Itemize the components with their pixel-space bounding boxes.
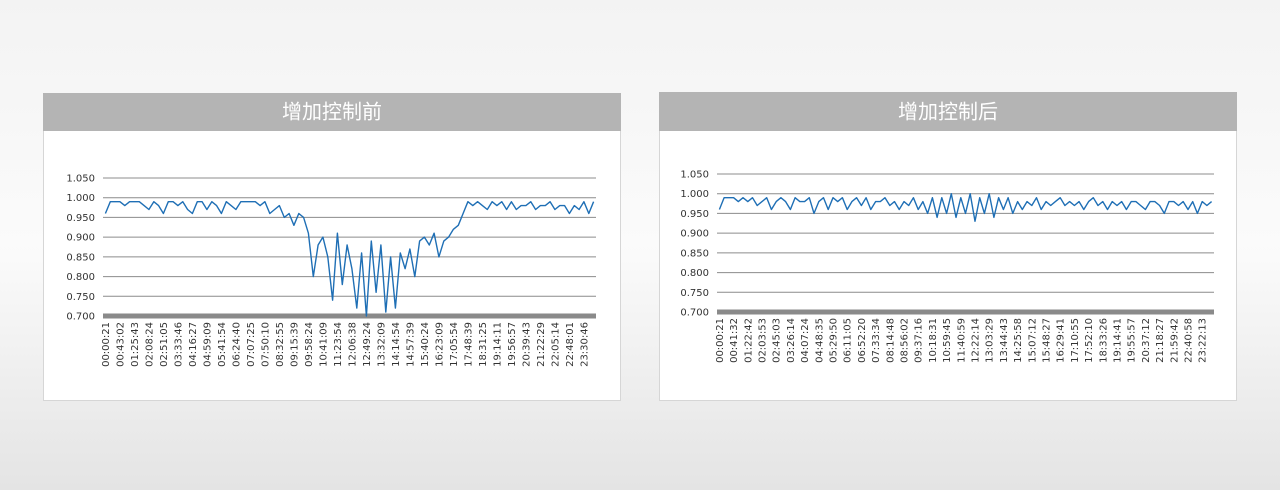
x-tick-label: 22:48:01 [565, 322, 576, 367]
x-tick-label: 21:22:29 [536, 322, 547, 367]
x-tick-label: 04:07:24 [800, 318, 811, 363]
y-tick-label: 0.900 [66, 233, 95, 244]
x-tick-label: 14:57:39 [405, 322, 416, 367]
x-tick-label: 05:29:50 [828, 318, 839, 363]
x-tick-label: 22:05:14 [550, 322, 561, 367]
x-tick-label: 04:59:09 [202, 322, 213, 367]
y-tick-label: 0.700 [680, 308, 709, 319]
panel [659, 92, 1237, 401]
x-tick-label: 20:39:43 [521, 322, 532, 367]
x-tick-label: 09:58:24 [304, 322, 315, 367]
x-tick-label: 06:52:20 [857, 318, 868, 363]
y-tick-label: 0.800 [680, 268, 709, 279]
x-tick-label: 00:43:02 [115, 322, 126, 367]
x-tick-label: 19:56:57 [507, 322, 518, 367]
x-tick-label: 02:51:05 [159, 322, 170, 367]
y-tick-label: 0.750 [66, 292, 95, 303]
x-tick-label: 22:40:58 [1183, 318, 1194, 363]
x-tick-label: 19:55:57 [1127, 318, 1138, 363]
x-tick-label: 15:48:27 [1041, 318, 1052, 363]
y-tick-label: 1.050 [66, 174, 95, 185]
x-tick-label: 21:18:27 [1155, 318, 1166, 363]
x-tick-label: 00:00:21 [715, 318, 726, 363]
x-tick-label: 18:31:25 [478, 322, 489, 367]
x-tick-label: 12:06:38 [347, 322, 358, 367]
y-tick-label: 0.950 [680, 209, 709, 220]
x-tick-label: 10:59:45 [942, 318, 953, 363]
x-tick-label: 16:23:09 [434, 322, 445, 367]
x-tick-label: 01:22:42 [743, 318, 754, 363]
x-tick-label: 09:37:16 [914, 318, 925, 363]
x-tick-label: 17:05:54 [449, 322, 460, 367]
x-tick-label: 16:29:41 [1056, 318, 1067, 363]
x-tick-label: 06:24:40 [231, 322, 242, 367]
chart-title: 增加控制后 [898, 100, 998, 124]
x-tick-label: 08:32:55 [275, 322, 286, 367]
x-tick-label: 14:25:58 [1013, 318, 1024, 363]
y-tick-label: 0.700 [66, 312, 95, 323]
x-tick-label: 11:40:59 [956, 318, 967, 363]
y-tick-label: 1.050 [680, 170, 709, 181]
x-tick-label: 07:33:34 [871, 318, 882, 363]
x-tick-label: 19:14:41 [1112, 318, 1123, 363]
x-tick-label: 02:08:24 [144, 322, 155, 367]
y-tick-label: 0.850 [66, 252, 95, 263]
x-tick-label: 13:44:43 [999, 318, 1010, 363]
x-tick-label: 07:50:10 [260, 322, 271, 367]
x-tick-label: 15:07:12 [1027, 318, 1038, 363]
data-line [718, 193, 1213, 222]
x-tick-label: 17:52:10 [1084, 318, 1095, 363]
x-tick-label: 13:32:09 [376, 322, 387, 367]
x-tick-label: 23:30:46 [579, 322, 590, 367]
panel-header [43, 93, 621, 131]
x-tick-label: 04:48:35 [814, 318, 825, 363]
panel [43, 93, 621, 401]
x-tick-label: 01:25:43 [130, 322, 141, 367]
y-tick-label: 0.850 [680, 248, 709, 259]
y-tick-label: 0.750 [680, 288, 709, 299]
x-tick-label: 19:14:11 [492, 322, 503, 367]
x-tick-label: 10:18:31 [928, 318, 939, 363]
chart-title: 增加控制前 [282, 100, 382, 124]
x-tick-label: 08:14:48 [885, 318, 896, 363]
x-tick-label: 18:33:26 [1098, 318, 1109, 363]
x-tick-label: 21:59:42 [1169, 318, 1180, 363]
x-tick-label: 12:49:24 [362, 322, 373, 367]
x-tick-label: 14:14:54 [391, 322, 402, 367]
y-tick-label: 1.000 [66, 193, 95, 204]
x-tick-label: 03:33:46 [173, 322, 184, 367]
x-tick-label: 23:22:13 [1198, 318, 1209, 363]
data-line [104, 201, 595, 317]
x-tick-label: 00:41:32 [729, 318, 740, 363]
y-tick-label: 0.900 [680, 229, 709, 240]
panel-header [659, 92, 1237, 131]
x-tick-label: 07:07:25 [246, 322, 257, 367]
x-tick-label: 10:41:09 [318, 322, 329, 367]
x-tick-label: 08:56:02 [899, 318, 910, 363]
x-tick-label: 03:26:14 [786, 318, 797, 363]
x-tick-label: 13:03:29 [985, 318, 996, 363]
x-tick-label: 05:41:54 [217, 322, 228, 367]
x-tick-label: 20:37:12 [1141, 318, 1152, 363]
x-tick-label: 04:16:27 [188, 322, 199, 367]
x-tick-label: 06:11:05 [843, 318, 854, 363]
x-tick-label: 15:40:24 [420, 322, 431, 367]
x-tick-label: 17:10:55 [1070, 318, 1081, 363]
x-tick-label: 11:23:54 [333, 322, 344, 367]
y-tick-label: 0.800 [66, 272, 95, 283]
y-tick-label: 1.000 [680, 189, 709, 200]
x-tick-label: 12:22:14 [970, 318, 981, 363]
x-tick-label: 02:45:03 [772, 318, 783, 363]
x-tick-label: 02:03:53 [757, 318, 768, 363]
x-tick-label: 17:48:39 [463, 322, 474, 367]
x-tick-label: 09:15:39 [289, 322, 300, 367]
x-tick-label: 00:00:21 [101, 322, 112, 367]
y-tick-label: 0.950 [66, 213, 95, 224]
